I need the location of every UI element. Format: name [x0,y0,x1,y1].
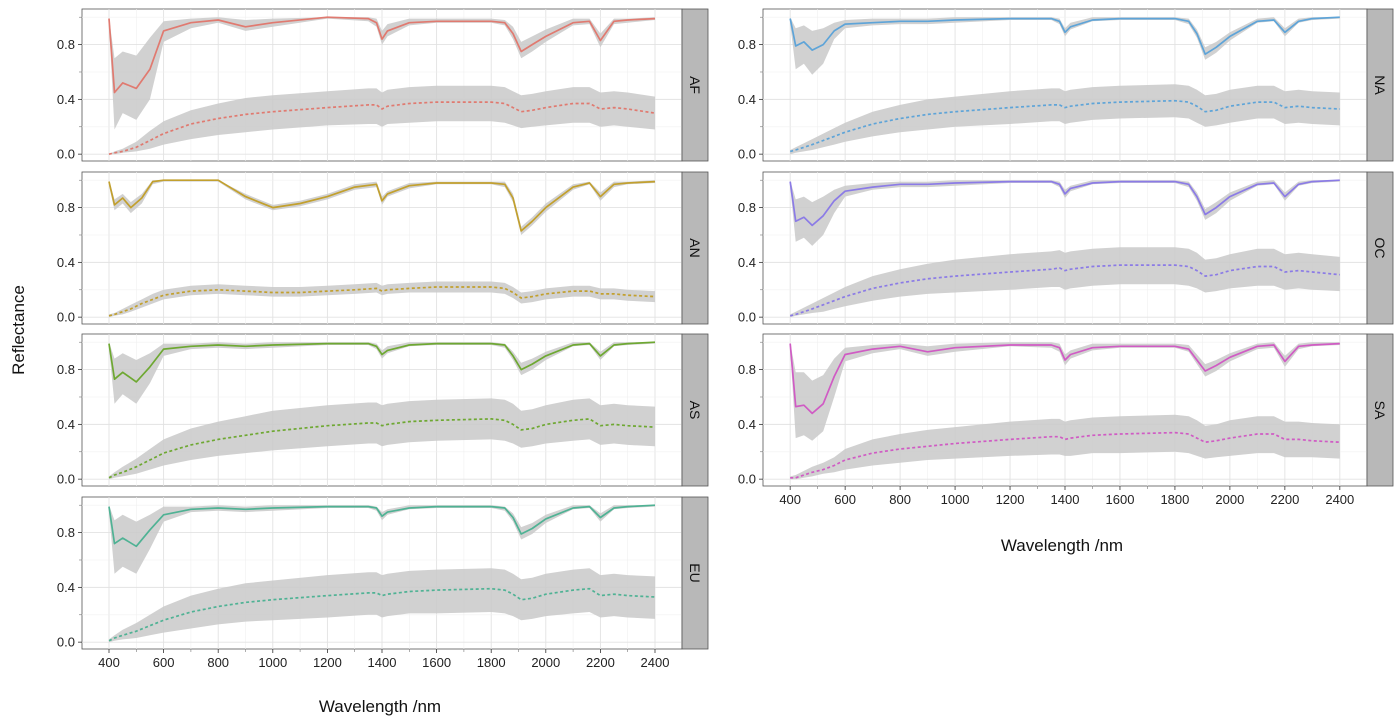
x-tick-label: 1600 [1106,492,1135,507]
facet-strip [681,8,709,162]
x-tick-label: 1200 [313,655,342,670]
grid [82,9,682,161]
y-tick-label: 0.0 [57,147,75,162]
facet-strip-label: SA [1372,401,1388,420]
dashed-ribbon [790,247,1340,318]
series-line-dashed [108,286,656,317]
dashed-ribbon [109,398,655,480]
x-tick-label: 1800 [477,655,506,670]
facet-panel-oc: OC 0.0 0.4 0.8 [738,171,1394,325]
series-line-solid [108,179,656,232]
x-tick-label: 2000 [531,655,560,670]
x-tick-label: 2400 [641,655,670,670]
solid-ribbon [109,505,655,574]
facet-panels: AF 0.0 0.4 0.8 AN 0.0 0.4 0.8 AS 0.0 0.4 0.8 EU 0.0 0.… [57,8,1394,670]
series-line-solid [108,341,656,383]
y-tick-label: 0.4 [738,255,756,270]
facet-strip-label: AF [687,76,703,94]
facet-panel-eu: EU 0.0 0.4 0.8 400 600 800 1000 1200 1400 1600 1800… [57,496,709,670]
x-tick-label: 1600 [422,655,451,670]
facet-panel-af: AF 0.0 0.4 0.8 [57,8,709,162]
series-line-solid [789,179,1340,227]
dashed-ribbon [109,281,655,318]
y-tick-label: 0.8 [57,362,75,377]
x-tick-label: 1000 [941,492,970,507]
dashed-ribbon [790,84,1340,155]
y-tick-label: 0.8 [738,362,756,377]
facet-strip-label: AN [687,238,703,257]
y-tick-label: 0.4 [57,580,75,595]
y-tick-label: 0.0 [57,310,75,325]
y-tick-label: 0.8 [738,37,756,52]
facet-panel-as: AS 0.0 0.4 0.8 [57,333,709,487]
x-tick-label: 2400 [1325,492,1354,507]
facet-strip [681,496,709,650]
x-axis-title-left: Wavelength /nm [319,697,441,716]
y-tick-label: 0.4 [57,255,75,270]
series-line-solid [108,504,656,548]
y-tick-label: 0.8 [738,200,756,215]
facet-strip [1366,333,1394,487]
series-line-dashed [789,264,1340,317]
facet-strip-label: EU [687,563,703,582]
facet-panel-na: NA 0.0 0.4 0.8 [738,8,1394,162]
x-tick-label: 400 [98,655,120,670]
facet-panel-sa: SA 0.0 0.4 0.8 400 600 800 1000 1200 1400 1600 1800… [738,333,1394,507]
x-tick-label: 600 [153,655,175,670]
series-line-dashed [108,587,656,642]
y-tick-label: 0.0 [738,310,756,325]
y-axis-title: Reflectance [9,285,28,375]
facet-strip [1366,8,1394,162]
x-tick-label: 1800 [1160,492,1189,507]
series-line-dashed [790,431,1340,479]
x-tick-label: 2000 [1215,492,1244,507]
facet-panel-an: AN 0.0 0.4 0.8 [57,171,709,325]
series-line-dashed [789,99,1340,153]
y-tick-label: 0.4 [738,417,756,432]
x-tick-label: 600 [834,492,856,507]
x-tick-label: 800 [207,655,229,670]
x-tick-label: 1400 [1051,492,1080,507]
x-tick-label: 1000 [258,655,287,670]
dashed-ribbon [109,85,655,155]
y-tick-label: 0.0 [57,635,75,650]
facet-strip-label: AS [687,401,703,420]
facet-strip [1366,171,1394,325]
y-tick-label: 0.0 [738,147,756,162]
x-tick-label: 800 [889,492,911,507]
facet-strip-label: NA [1372,75,1388,95]
y-tick-label: 0.8 [57,37,75,52]
solid-ribbon [790,17,1340,75]
x-tick-label: 2200 [1270,492,1299,507]
x-tick-label: 2200 [586,655,615,670]
x-axis-title-right: Wavelength /nm [1001,536,1123,555]
series-line-solid [789,342,1340,415]
facet-strip [681,171,709,325]
x-tick-label: 1200 [996,492,1025,507]
y-tick-label: 0.4 [738,92,756,107]
facet-strip [681,333,709,487]
y-tick-label: 0.0 [57,472,75,487]
series-line-solid [789,16,1340,56]
series-line-dashed [108,101,656,156]
dashed-ribbon [109,568,655,643]
x-tick-label: 1400 [368,655,397,670]
x-tick-label: 400 [779,492,801,507]
y-tick-label: 0.8 [57,200,75,215]
y-tick-label: 0.4 [57,92,75,107]
facet-strip-label: OC [1372,238,1388,259]
y-tick-label: 0.8 [57,525,75,540]
series-line-dashed [108,418,656,479]
y-tick-label: 0.4 [57,417,75,432]
y-tick-label: 0.0 [738,472,756,487]
series-line-solid [108,16,656,94]
dashed-ribbon [790,414,1340,480]
